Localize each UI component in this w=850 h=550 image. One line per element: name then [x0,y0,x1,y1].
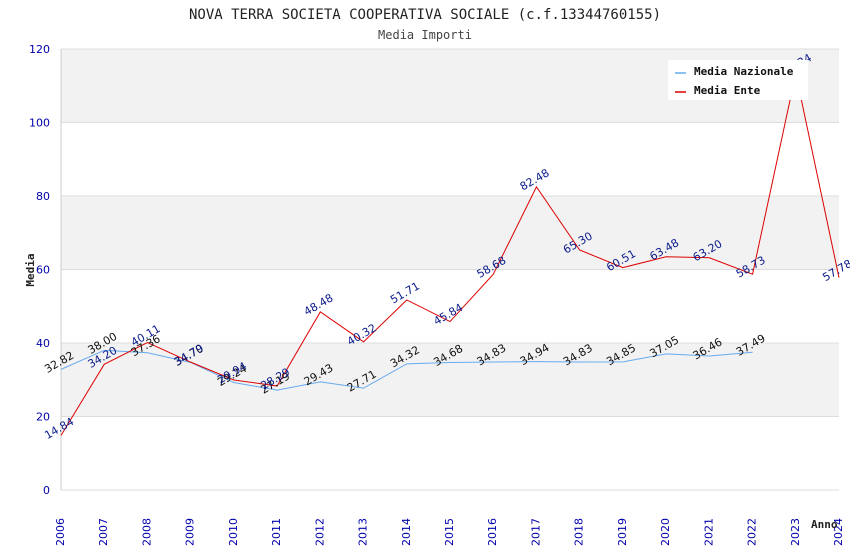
x-axis-ticks: 2006 2007 2008 2009 2010 2011 2012 2013 2014 2015… [54,518,845,546]
chart-subtitle: Media Importi [378,28,472,42]
x-tick-label: 2006 [54,518,67,546]
grid-band [61,269,839,343]
x-tick-label: 2016 [486,518,499,546]
x-tick-label: 2015 [443,518,456,546]
x-tick-label: 2021 [702,518,715,546]
x-tick-label: 2007 [97,518,110,546]
y-tick-label: 120 [29,43,50,56]
x-tick-label: 2011 [270,518,283,546]
chart-title: NOVA TERRA SOCIETA COOPERATIVA SOCIALE (… [189,7,661,23]
series-line-ente [60,73,840,436]
x-tick-label: 2012 [313,518,326,546]
legend: Media Nazionale Media Ente [668,60,808,100]
y-tick-label: 80 [36,190,50,203]
series-line-nazionale [60,349,753,391]
x-tick-label: 2017 [529,518,542,546]
x-tick-label: 2010 [227,518,240,546]
x-tick-label: 2018 [573,518,586,546]
y-tick-label: 100 [29,117,50,130]
grid-band [61,196,839,270]
x-tick-label: 2013 [357,518,370,546]
grid-band [61,122,839,196]
x-tick-label: 2008 [140,518,153,546]
x-tick-label: 2020 [659,518,672,546]
x-tick-label: 2014 [400,518,413,546]
x-tick-label: 2009 [184,518,197,546]
y-axis-ticks: 0 20 40 60 80 100 120 [29,43,50,497]
legend-label-nazionale: Media Nazionale [694,65,794,78]
x-tick-label: 2024 [832,518,845,546]
y-tick-label: 20 [36,411,50,424]
legend-label-ente: Media Ente [694,84,761,97]
grid-band [61,343,839,417]
series-lines [60,73,840,436]
x-axis-label: Anno [811,518,838,531]
y-tick-label: 40 [36,337,50,350]
x-tick-label: 2019 [616,518,629,546]
y-tick-label: 60 [36,264,50,277]
y-tick-label: 0 [43,484,50,497]
gridlines [60,48,839,491]
legend-box [668,60,808,100]
x-tick-label: 2022 [746,518,759,546]
x-tick-label: 2023 [789,518,802,546]
grid-band [61,416,839,490]
y-axis-label: Media [24,253,37,286]
